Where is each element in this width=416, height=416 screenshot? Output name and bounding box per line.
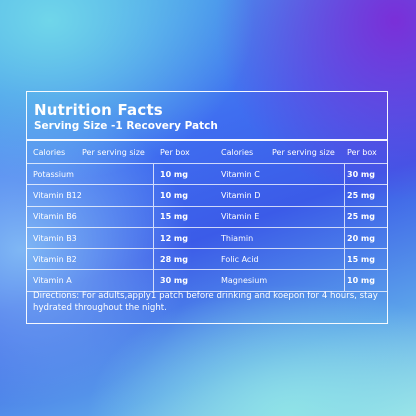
- per-box-value: 30 mg: [160, 276, 188, 286]
- column-divider: [344, 206, 345, 227]
- nutrient-name: Vitamin B2: [33, 254, 77, 264]
- per-box-value: 25 mg: [347, 212, 375, 222]
- column-divider: [344, 249, 345, 270]
- per-box-value: 12 mg: [160, 233, 188, 243]
- nutrient-name: Magnesium: [221, 276, 268, 286]
- column-header: Calories: [221, 147, 254, 157]
- nutrient-name: Vitamin D: [221, 190, 261, 200]
- title-divider: [27, 139, 387, 141]
- per-box-value: 10 mg: [160, 169, 188, 179]
- panel-title: Nutrition Facts: [34, 101, 163, 119]
- column-header: Per serving size: [272, 147, 335, 157]
- per-box-value: 10 mg: [160, 190, 188, 200]
- nutrition-facts-panel: Nutrition Facts Serving Size -1 Recovery…: [26, 91, 388, 324]
- table-row: Vitamin A 30 mg Magnesium 10 mg: [27, 270, 387, 292]
- per-box-value: 28 mg: [160, 254, 188, 264]
- column-divider: [153, 206, 154, 227]
- panel-subtitle: Serving Size -1 Recovery Patch: [34, 120, 218, 132]
- table-row: Vitamin B3 12 mg Thiamin 20 mg: [27, 227, 387, 250]
- per-box-value: 10 mg: [347, 276, 375, 286]
- column-divider: [153, 164, 154, 185]
- column-header: Per box: [160, 147, 190, 157]
- table-row: Vitamin B12 10 mg Vitamin D 25 mg: [27, 185, 387, 207]
- per-box-value: 20 mg: [347, 233, 375, 243]
- directions-text: Directions: For adults,apply1 patch befo…: [33, 291, 378, 313]
- column-divider: [153, 185, 154, 206]
- column-divider: [344, 227, 345, 249]
- column-header: Per box: [347, 147, 377, 157]
- nutrient-name: Potassium: [33, 169, 74, 179]
- table-row: Potassium 10 mg Vitamin C 30 mg: [27, 164, 387, 186]
- table-row: Vitamin B6 15 mg Vitamin E 25 mg: [27, 206, 387, 228]
- column-divider: [344, 164, 345, 185]
- column-divider: [153, 249, 154, 270]
- nutrient-name: Vitamin A: [33, 276, 72, 286]
- table-row: Vitamin B2 28 mg Folic Acid 15 mg: [27, 249, 387, 271]
- nutrient-name: Thiamin: [221, 233, 254, 243]
- column-header: Per serving size: [82, 147, 145, 157]
- nutrient-name: Vitamin B3: [33, 233, 77, 243]
- nutrient-name: Vitamin C: [221, 169, 260, 179]
- column-divider: [153, 227, 154, 249]
- nutrient-name: Folic Acid: [221, 254, 259, 264]
- column-divider: [344, 185, 345, 206]
- nutrient-name: Vitamin B6: [33, 212, 77, 222]
- per-box-value: 15 mg: [160, 212, 188, 222]
- column-divider: [344, 270, 345, 291]
- nutrient-name: Vitamin B12: [33, 190, 82, 200]
- column-header: Calories: [33, 147, 66, 157]
- per-box-value: 25 mg: [347, 190, 375, 200]
- column-divider: [153, 270, 154, 291]
- per-box-value: 15 mg: [347, 254, 375, 264]
- nutrient-name: Vitamin E: [221, 212, 260, 222]
- per-box-value: 30 mg: [347, 169, 375, 179]
- nutrition-table: Calories Per serving size Per box Calori…: [27, 141, 387, 292]
- table-header-row: Calories Per serving size Per box Calori…: [27, 141, 387, 164]
